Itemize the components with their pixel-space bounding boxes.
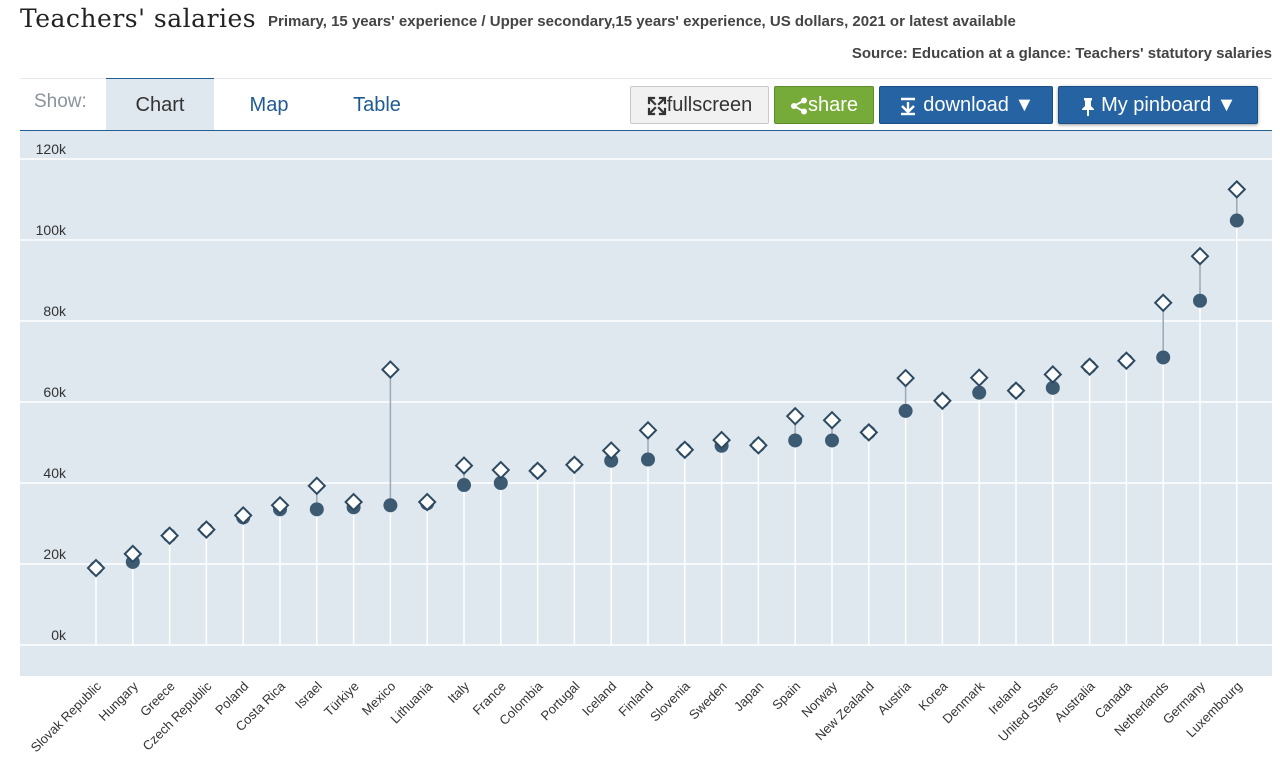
y-tick-label: 80k: [43, 303, 67, 319]
tab-chart[interactable]: Chart: [106, 78, 214, 130]
point-upper-secondary: [344, 492, 364, 512]
point-upper-secondary: [307, 476, 327, 496]
point-upper-secondary: [712, 430, 732, 450]
point-upper-secondary: [123, 544, 143, 564]
point-upper-secondary: [491, 460, 511, 480]
point-primary: [1229, 213, 1244, 228]
y-tick-label: 40k: [43, 465, 67, 481]
download-button[interactable]: download ▼: [879, 86, 1053, 124]
point-upper-secondary: [638, 420, 658, 440]
source-note: Source: Education at a glance: Teachers'…: [851, 45, 1272, 62]
pinboard-button[interactable]: My pinboard ▼: [1058, 86, 1258, 124]
page-subtitle: Primary, 15 years' experience / Upper se…: [268, 13, 1016, 30]
point-primary: [972, 385, 987, 400]
x-tick-label: Iceland: [579, 679, 619, 719]
share-button[interactable]: share: [774, 86, 874, 124]
pinboard-label: My pinboard ▼: [1101, 94, 1237, 116]
x-tick-label: Israel: [292, 678, 325, 711]
point-upper-secondary: [564, 455, 584, 475]
point-primary: [641, 452, 655, 467]
x-tick-label: Portugal: [538, 678, 583, 723]
point-upper-secondary: [417, 492, 437, 512]
point-primary: [457, 478, 471, 493]
point-upper-secondary: [601, 441, 621, 461]
fullscreen-label: fullscreen: [666, 94, 753, 116]
x-tick-label: Slovak Republic: [28, 678, 105, 755]
download-label: download ▼: [923, 94, 1035, 116]
point-primary: [309, 502, 324, 517]
point-primary: [825, 433, 839, 448]
point-upper-secondary: [822, 410, 842, 430]
x-tick-label: Slovenia: [647, 678, 693, 724]
point-upper-secondary: [748, 435, 768, 455]
point-upper-secondary: [1227, 179, 1247, 199]
point-primary: [604, 453, 619, 468]
point-upper-secondary: [785, 406, 805, 426]
fullscreen-icon: [647, 96, 666, 115]
point-upper-secondary: [859, 422, 879, 442]
download-icon: [900, 97, 915, 115]
show-label: Show:: [34, 91, 87, 112]
tab-map[interactable]: Map: [249, 94, 289, 116]
x-tick-label: Hungary: [96, 678, 142, 724]
point-primary: [788, 433, 803, 448]
point-upper-secondary: [160, 526, 180, 546]
x-tick-label: Lithuania: [387, 678, 435, 726]
point-upper-secondary: [380, 360, 400, 380]
page-title: Teachers' salaries: [20, 4, 257, 33]
point-primary: [898, 403, 913, 418]
fullscreen-button[interactable]: fullscreen: [630, 86, 769, 124]
point-primary: [383, 498, 398, 513]
point-upper-secondary: [1116, 351, 1136, 371]
plot-background: [20, 131, 1272, 676]
point-primary: [493, 476, 508, 490]
share-label: share: [807, 94, 859, 116]
x-tick-label: Austria: [874, 678, 914, 718]
point-upper-secondary: [233, 505, 253, 525]
tab-table[interactable]: Table: [353, 94, 401, 116]
share-icon: [790, 97, 807, 115]
point-upper-secondary: [1190, 246, 1210, 266]
point-upper-secondary: [675, 440, 695, 460]
y-tick-label: 20k: [43, 546, 67, 562]
point-upper-secondary: [454, 456, 474, 475]
point-upper-secondary: [1080, 357, 1100, 377]
y-tick-label: 100k: [36, 222, 67, 238]
point-upper-secondary: [896, 368, 916, 388]
point-upper-secondary: [528, 461, 548, 481]
pin-icon: [1081, 97, 1094, 116]
x-tick-label: Türkiye: [321, 679, 362, 720]
point-primary: [1156, 350, 1171, 365]
point-primary: [1193, 293, 1207, 308]
point-upper-secondary: [270, 495, 290, 515]
salary-chart: 0k 20k 40k 60k 80k 100k 120k Slovak RepublicHu…: [20, 131, 1272, 755]
point-upper-secondary: [86, 558, 106, 578]
x-tick-label: Australia: [1051, 678, 1098, 725]
y-tick-label: 0k: [51, 627, 67, 643]
point-upper-secondary: [1043, 365, 1063, 384]
view-toolbar: Show: Chart Map Table fullscreen share d…: [20, 78, 1272, 132]
y-tick-label: 120k: [36, 141, 67, 157]
point-upper-secondary: [1006, 381, 1026, 401]
point-upper-secondary: [196, 520, 216, 539]
x-tick-label: Sweden: [686, 679, 730, 723]
point-upper-secondary: [932, 391, 952, 411]
point-upper-secondary: [1153, 293, 1173, 313]
x-tick-label: Spain: [769, 679, 803, 713]
point-upper-secondary: [969, 368, 989, 388]
point-primary: [1045, 380, 1060, 395]
x-tick-label: Italy: [445, 678, 473, 706]
x-tick-label: Japan: [731, 679, 767, 715]
y-tick-label: 60k: [43, 384, 67, 400]
